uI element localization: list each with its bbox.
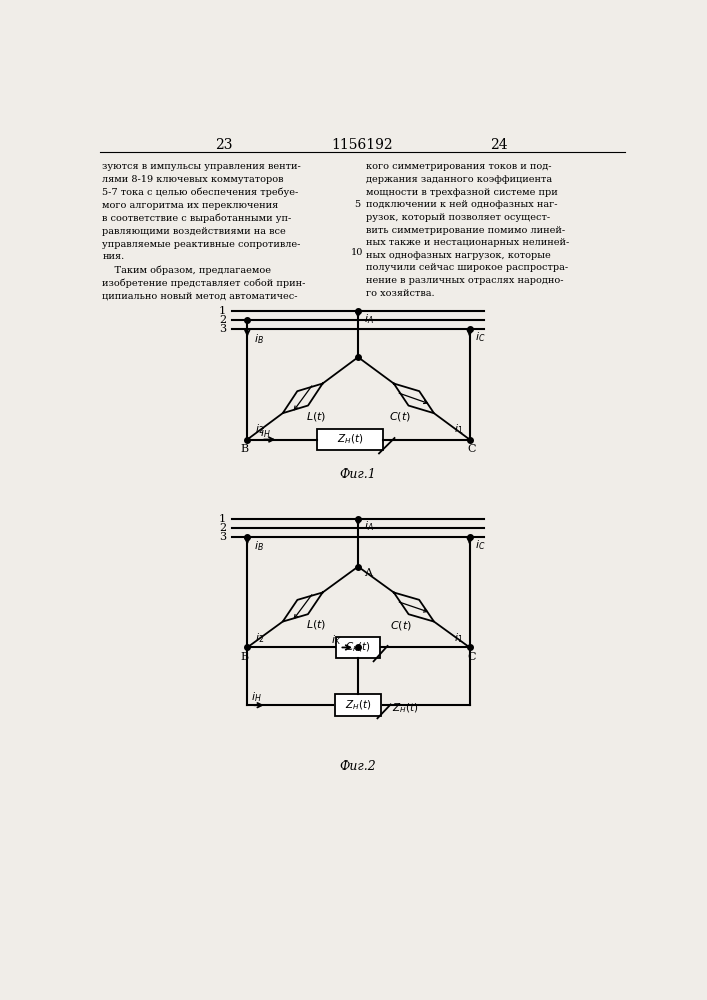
Text: зуются в импульсы управления венти-
лями 8-19 ключевых коммутаторов
5-7 тока с ц: зуются в импульсы управления венти- лями… xyxy=(103,162,305,301)
Text: $Z_H(t)$: $Z_H(t)$ xyxy=(345,698,371,712)
Bar xyxy=(335,694,381,716)
Text: $Z_H(t)$: $Z_H(t)$ xyxy=(337,433,363,446)
Text: 2: 2 xyxy=(219,315,226,325)
Text: B: B xyxy=(241,444,249,454)
Text: $L(t)$: $L(t)$ xyxy=(305,618,326,631)
Text: C: C xyxy=(468,652,477,662)
Text: Фиг.1: Фиг.1 xyxy=(339,468,376,481)
Text: кого симметрирования токов и под-
держания заданного коэффициента
мощности в тре: кого симметрирования токов и под- держан… xyxy=(366,162,569,298)
Text: $i_C$: $i_C$ xyxy=(475,330,486,344)
Text: $L(t)$: $L(t)$ xyxy=(306,410,327,423)
Text: $i_A$: $i_A$ xyxy=(363,312,373,326)
Text: A: A xyxy=(364,568,373,578)
Text: $i_H$: $i_H$ xyxy=(251,691,262,704)
Text: $C(t)$: $C(t)$ xyxy=(390,410,411,423)
Text: 3: 3 xyxy=(219,532,226,542)
Text: B: B xyxy=(241,652,249,662)
Text: 24: 24 xyxy=(491,138,508,152)
Text: $C(t)$: $C(t)$ xyxy=(390,619,411,632)
Text: 1: 1 xyxy=(219,306,226,316)
Bar xyxy=(337,637,380,658)
Text: $i_A$: $i_A$ xyxy=(363,520,373,533)
Text: $i_1$: $i_1$ xyxy=(454,631,464,645)
Text: Фиг.2: Фиг.2 xyxy=(339,760,376,773)
Text: $C_K(t)$: $C_K(t)$ xyxy=(345,641,371,654)
Text: C: C xyxy=(468,444,477,454)
Text: 3: 3 xyxy=(219,324,226,334)
Text: 5: 5 xyxy=(354,200,361,209)
Text: $i_1$: $i_1$ xyxy=(454,422,464,436)
Bar xyxy=(317,429,383,450)
Text: 23: 23 xyxy=(215,138,233,152)
Text: $Z_H(t)$: $Z_H(t)$ xyxy=(392,701,419,715)
Text: 10: 10 xyxy=(351,248,363,257)
Text: $i_H$: $i_H$ xyxy=(259,426,270,440)
Text: 2: 2 xyxy=(219,523,226,533)
Text: $i_B$: $i_B$ xyxy=(255,540,264,553)
Text: 1: 1 xyxy=(219,514,226,524)
Text: $i_K$: $i_K$ xyxy=(331,633,341,647)
Text: 1156192: 1156192 xyxy=(331,138,393,152)
Text: $i_B$: $i_B$ xyxy=(255,332,264,346)
Text: $i_C$: $i_C$ xyxy=(475,538,486,552)
Text: $i_2$: $i_2$ xyxy=(255,422,264,436)
Text: $i_2$: $i_2$ xyxy=(255,631,264,645)
